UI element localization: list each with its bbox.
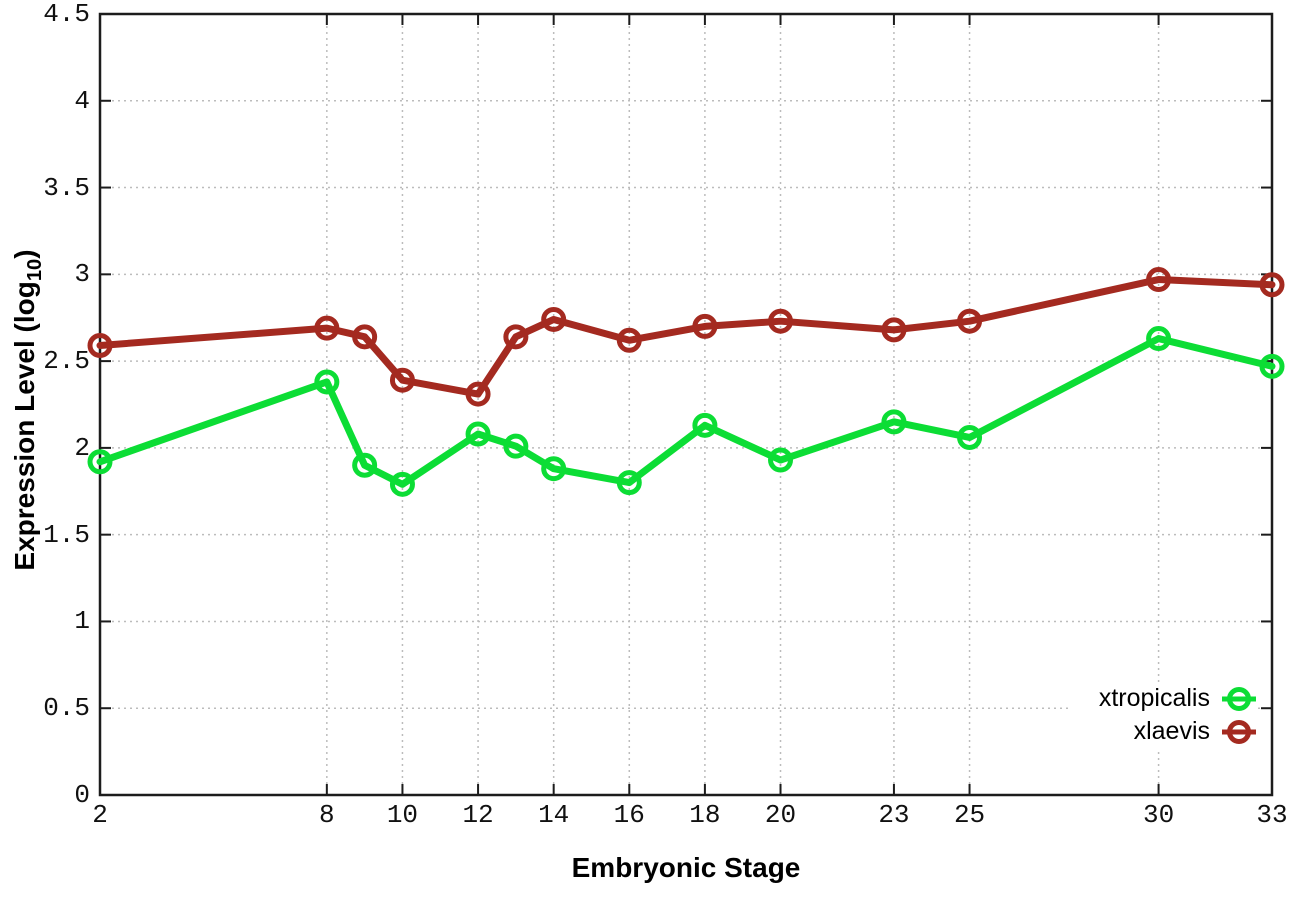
- legend: xtropicalis xlaevis: [1070, 682, 1256, 748]
- y-tick-label: 3: [74, 259, 90, 290]
- data-point-xlaevis: [1259, 272, 1285, 298]
- legend-label-xtropicalis: xtropicalis: [1098, 684, 1210, 712]
- x-tick-label: 8: [319, 800, 335, 830]
- legend-label-xlaevis: xlaevis: [1133, 717, 1210, 745]
- plot-border: [98, 12, 1274, 797]
- series-xtropicalis: [87, 326, 1285, 497]
- y-tick-label: 2: [74, 432, 90, 463]
- data-point-xlaevis: [616, 327, 642, 353]
- x-tick-label: 33: [1256, 800, 1288, 830]
- data-point-xtropicalis: [352, 452, 378, 478]
- x-tick-label: 14: [538, 800, 570, 830]
- data-point-xlaevis: [87, 332, 113, 358]
- x-tick-label: 16: [613, 800, 645, 830]
- x-tick-label: 23: [878, 800, 910, 830]
- data-point-xlaevis: [957, 308, 983, 334]
- data-point-xtropicalis: [1146, 326, 1172, 352]
- y-tick-label: 0: [74, 780, 90, 810]
- x-axis-label: Embryonic Stage: [571, 852, 801, 883]
- legend-item-xlaevis: xlaevis: [1099, 715, 1256, 748]
- data-point-xlaevis: [692, 313, 718, 339]
- y-axis-label-close: ): [9, 249, 41, 259]
- data-point-xlaevis: [541, 306, 567, 332]
- x-tick-label: 25: [953, 800, 986, 830]
- y-tick-label: 4.5: [43, 0, 90, 29]
- data-point-xlaevis: [503, 324, 529, 350]
- y-tick-label: 2.5: [43, 346, 90, 377]
- data-point-xtropicalis: [881, 409, 907, 435]
- data-point-xtropicalis: [768, 447, 794, 473]
- y-axis-label-text: Expression Level (log: [9, 281, 41, 571]
- x-tick-label: 20: [764, 800, 797, 830]
- data-point-xtropicalis: [957, 424, 983, 450]
- data-point-xlaevis: [1146, 267, 1172, 293]
- x-tick-label: 2: [92, 800, 108, 830]
- data-point-xtropicalis: [692, 412, 718, 438]
- data-point-xlaevis: [465, 381, 491, 407]
- x-tick-label: 30: [1142, 800, 1175, 830]
- y-axis-label: Expression Level (log10): [9, 249, 47, 570]
- x-tick-label: 10: [386, 800, 419, 830]
- data-point-xtropicalis: [314, 369, 340, 395]
- data-point-xtropicalis: [1259, 353, 1285, 379]
- data-point-xtropicalis: [616, 470, 642, 496]
- data-point-xtropicalis: [465, 421, 491, 447]
- data-point-xlaevis: [768, 308, 794, 334]
- y-tick-label: 1.5: [43, 519, 90, 550]
- data-point-xlaevis: [352, 324, 378, 350]
- x-tick-label: 12: [462, 800, 494, 830]
- data-point-xlaevis: [389, 367, 415, 393]
- series-xlaevis: [87, 267, 1285, 407]
- data-point-xlaevis: [314, 315, 340, 341]
- data-point-xtropicalis: [503, 433, 529, 459]
- y-tick-label: 1: [74, 606, 90, 637]
- legend-marker-xtropicalis-icon: [1222, 686, 1256, 711]
- y-axis-label-subscript: 10: [23, 258, 46, 282]
- legend-marker-xlaevis-icon: [1222, 719, 1256, 744]
- data-point-xtropicalis: [87, 449, 113, 475]
- data-point-xtropicalis: [541, 456, 567, 482]
- tick-marks: [99, 13, 1273, 796]
- y-tick-label: 0.5: [43, 693, 90, 724]
- y-tick-label: 4: [74, 85, 90, 116]
- data-point-xlaevis: [881, 317, 907, 343]
- y-tick-label: 3.5: [43, 172, 90, 203]
- data-point-xtropicalis: [389, 471, 415, 497]
- gridlines: [100, 14, 1272, 795]
- x-tick-label: 18: [689, 800, 721, 830]
- legend-item-xtropicalis: xtropicalis: [1099, 682, 1256, 715]
